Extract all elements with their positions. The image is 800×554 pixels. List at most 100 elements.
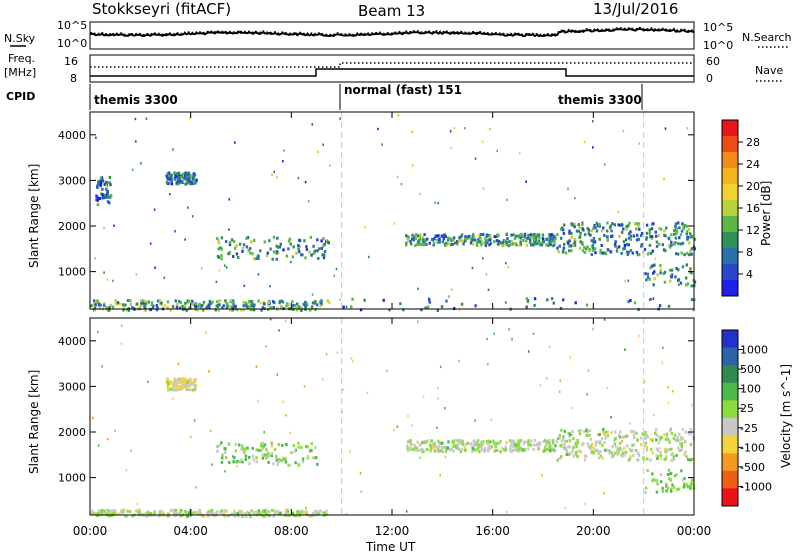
velocity-data-point	[463, 448, 467, 452]
power-data-point	[659, 271, 662, 275]
velocity-data-point	[444, 456, 447, 459]
cpid-segment-1: themis 3300	[94, 93, 178, 107]
power-data-point	[202, 303, 205, 307]
velocity-data-point	[667, 401, 670, 405]
power-data-point	[322, 237, 325, 241]
power-data-point	[460, 234, 463, 238]
power-data-point	[604, 252, 608, 256]
power-data-point	[304, 181, 307, 184]
velocity-data-point	[517, 439, 520, 443]
velocity-data-point	[177, 377, 180, 381]
power-ytick-label: 1000	[58, 266, 86, 279]
velocity-data-point	[255, 510, 259, 514]
power-data-point	[263, 302, 266, 306]
power-data-point	[143, 306, 146, 310]
velocity-data-point	[199, 512, 202, 515]
velocity-data-point	[187, 384, 190, 388]
power-data-point	[482, 232, 485, 236]
velocity-data-point	[255, 365, 258, 368]
velocity-data-point	[672, 458, 675, 462]
power-data-point	[485, 273, 488, 276]
power-data-point	[93, 308, 97, 312]
velocity-data-point	[452, 444, 455, 448]
velocity-data-point	[407, 414, 409, 418]
velocity-data-point	[396, 425, 399, 428]
power-data-point	[529, 235, 532, 239]
power-data-point	[545, 243, 548, 247]
colorbar-segment	[722, 488, 738, 507]
velocity-data-point	[315, 456, 318, 460]
power-data-point	[594, 247, 597, 251]
velocity-data-point	[101, 365, 103, 368]
nsearch-label: N.Search	[742, 31, 792, 44]
velocity-data-point	[664, 447, 667, 451]
power-data-point	[613, 223, 616, 227]
colorbar-segment	[722, 120, 738, 137]
velocity-data-point	[224, 450, 227, 454]
power-data-point	[673, 229, 676, 232]
power-data-point	[640, 234, 643, 238]
power-data-point	[448, 295, 450, 298]
noise-right-tick-top: 10^5	[703, 21, 733, 34]
power-data-point	[225, 302, 229, 306]
velocity-data-point	[667, 438, 670, 442]
colorbar-segment	[722, 248, 738, 265]
power-data-point	[106, 193, 109, 197]
power-data-point	[664, 249, 667, 253]
velocity-data-point	[640, 436, 643, 440]
power-data-point	[526, 299, 530, 303]
power-data-point	[168, 177, 172, 181]
power-data-point	[648, 231, 651, 235]
power-data-point	[364, 226, 366, 229]
power-data-point	[559, 306, 563, 310]
colorbar-segment	[722, 184, 738, 201]
velocity-data-point	[208, 509, 211, 513]
velocity-data-point	[664, 482, 668, 486]
power-data-point	[94, 306, 97, 310]
velocity-data-point	[663, 433, 666, 437]
power-data-point	[640, 231, 644, 235]
velocity-data-point	[153, 510, 156, 514]
velocity-data-point	[421, 450, 424, 454]
velocity-data-point	[576, 439, 579, 442]
velocity-data-point	[631, 443, 634, 447]
velocity-data-point	[310, 442, 313, 446]
power-data-point	[677, 268, 680, 272]
velocity-data-point	[502, 447, 505, 451]
velocity-data-point	[675, 473, 678, 477]
velocity-data-point	[598, 433, 601, 436]
velocity-data-point	[655, 438, 658, 442]
power-data-point	[478, 233, 481, 237]
velocity-data-point	[480, 441, 483, 445]
velocity-data-point	[665, 455, 668, 459]
velocity-data-point	[232, 455, 234, 458]
power-data-point	[493, 235, 496, 239]
velocity-data-point	[166, 380, 169, 384]
power-data-point	[583, 233, 587, 237]
power-data-point	[193, 174, 196, 177]
power-data-point	[118, 302, 121, 306]
velocity-data-point	[182, 380, 185, 384]
power-data-point	[220, 247, 223, 251]
power-data-point	[98, 306, 101, 310]
power-data-point	[568, 239, 571, 243]
power-data-point	[611, 222, 614, 226]
power-data-point	[681, 265, 685, 269]
power-data-point	[322, 256, 326, 260]
velocity-data-point	[588, 433, 591, 437]
velocity-data-point	[536, 442, 539, 446]
velocity-data-point	[542, 440, 545, 443]
power-data-point	[323, 242, 326, 246]
power-data-point	[242, 304, 245, 308]
power-data-point	[469, 241, 473, 245]
power-data-point	[298, 245, 302, 249]
velocity-data-point	[604, 448, 607, 452]
velocity-data-point	[120, 342, 123, 345]
power-data-point	[541, 240, 545, 244]
velocity-data-point	[276, 509, 280, 513]
power-data-point	[443, 233, 446, 237]
power-data-point	[682, 226, 685, 230]
power-data-point	[533, 297, 537, 301]
velocity-data-point	[96, 512, 99, 515]
velocity-data-point	[685, 455, 688, 459]
